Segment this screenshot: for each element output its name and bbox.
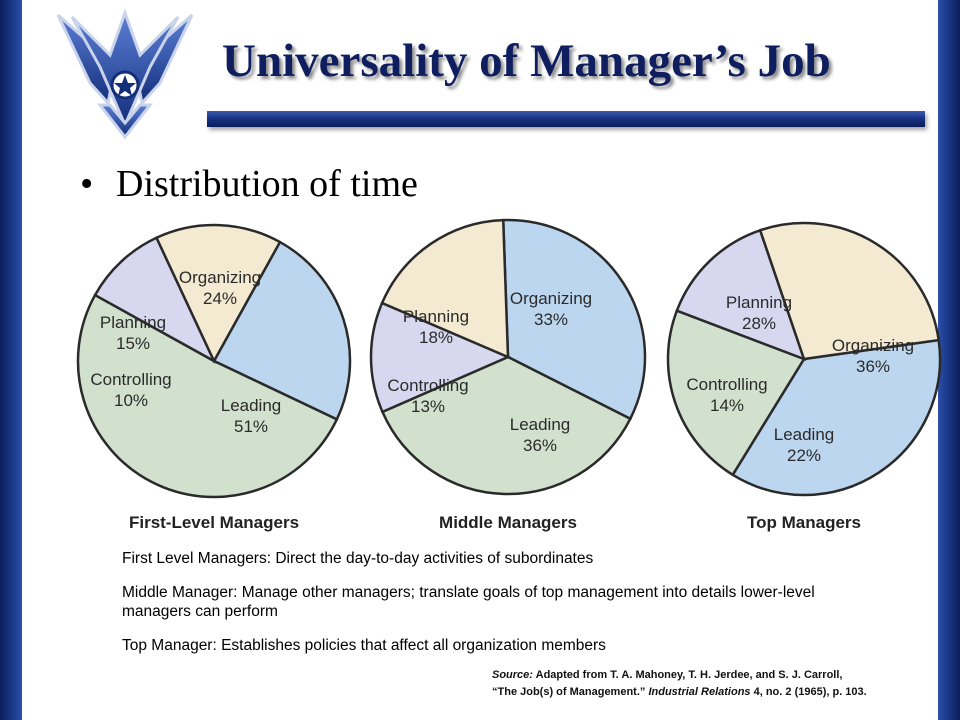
middle-managers-title: Middle Managers (439, 513, 577, 532)
middle-managers-slice-planning (380, 218, 510, 359)
source-journal: Industrial Relations (648, 686, 751, 698)
pie-charts: Organizing 24% Leading 51% Controlling 10% Pla… (76, 218, 942, 532)
bullet-text: Distribution of time (116, 163, 418, 205)
top-managers-label-leading: Leading 22% (774, 425, 835, 465)
bullet-dot: • (80, 163, 94, 205)
first-level-managers-label-leading: Leading 51% (221, 396, 282, 436)
source-label: Source: (492, 669, 533, 681)
middle-managers-slice-organizing (501, 218, 647, 421)
air-force-wings-icon (56, 8, 194, 140)
first-level-managers-slice-organizing (212, 240, 352, 422)
middle-managers-slice-leading (380, 355, 632, 496)
first-level-managers-slice-leading (76, 293, 339, 499)
source-line-1: Source: Adapted from T. A. Mahoney, T. H… (492, 667, 932, 684)
description-first-level: First Level Managers: Direct the day-to-… (122, 550, 594, 567)
source-article: “The Job(s) of Management.” (492, 686, 646, 698)
first-level-managers-title: First-Level Managers (129, 513, 299, 532)
first-level-managers-slice-planning (154, 223, 282, 364)
top-managers-slice-leading (666, 309, 806, 477)
top-managers-title: Top Managers (747, 513, 861, 532)
first-level-managers-label-organizing: Organizing 24% (179, 268, 261, 308)
middle-managers-label-organizing: Organizing 33% (510, 289, 592, 329)
description-middle: Middle Manager: Manage other managers; t… (122, 584, 815, 620)
top-managers-label-organizing: Organizing 36% (832, 336, 914, 376)
first-level-managers-label-planning: Planning 15% (100, 313, 166, 353)
middle-managers-label-controlling: Controlling 13% (387, 376, 468, 416)
middle-managers-label-planning: Planning 18% (403, 307, 469, 347)
source-issue: 4, no. 2 (1965), p. 103. (753, 686, 867, 698)
top-managers-slice-planning (758, 221, 941, 361)
first-level-managers-label-controlling: Controlling 10% (90, 370, 171, 410)
top-managers-label-planning: Planning 28% (726, 293, 792, 333)
first-level-managers-slice-controlling (93, 236, 217, 364)
right-border (938, 0, 960, 720)
description-top: Top Manager: Establishes policies that a… (122, 637, 606, 654)
left-border (0, 0, 22, 720)
middle-managers-slice-controlling (369, 301, 512, 414)
top-managers-slice-organizing (731, 338, 942, 497)
source-citation: Source: Adapted from T. A. Mahoney, T. H… (492, 667, 932, 701)
source-authors: Adapted from T. A. Mahoney, T. H. Jerdee… (535, 669, 843, 681)
title-underline-bar (207, 111, 925, 127)
source-line-2: “The Job(s) of Management.” Industrial R… (492, 684, 932, 701)
slide-title: Universality of Manager’s Job (222, 35, 831, 87)
top-managers-slice-controlling (675, 228, 807, 362)
middle-managers-label-leading: Leading 36% (510, 415, 571, 455)
top-managers-label-controlling: Controlling 14% (686, 375, 767, 415)
bullet-item: • Distribution of time (80, 162, 418, 206)
